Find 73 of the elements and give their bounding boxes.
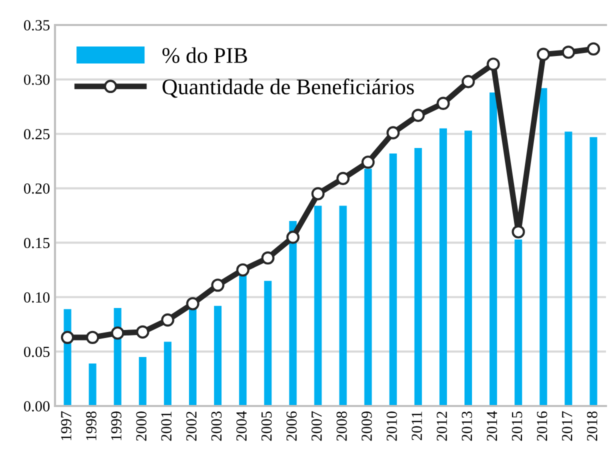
point — [261, 251, 274, 265]
y-tick-label: 0.10 — [24, 292, 50, 303]
bar — [214, 306, 222, 406]
bar — [264, 280, 272, 406]
x-tick-label: 1997 — [61, 411, 72, 440]
bar — [239, 274, 247, 406]
point — [562, 46, 576, 59]
legend-label: Quantidade de Beneficiários — [162, 78, 414, 98]
point — [161, 313, 174, 327]
bar — [414, 148, 422, 406]
legend-label: % do PIB — [162, 47, 248, 64]
y-tick-label: 0.35 — [24, 20, 50, 31]
point — [336, 172, 350, 186]
x-tick-label: 1999 — [111, 411, 122, 440]
point — [536, 48, 550, 61]
point — [60, 330, 74, 344]
bar — [88, 364, 96, 406]
x-tick-label: 2003 — [211, 411, 222, 441]
bar — [339, 206, 347, 406]
point — [361, 156, 375, 169]
point — [211, 278, 224, 292]
x-tick-label: 2000 — [136, 411, 146, 441]
x-tick-label: 2015 — [512, 411, 522, 441]
bar — [464, 130, 472, 406]
y-tick-label: 0.25 — [24, 129, 50, 140]
point — [111, 326, 124, 340]
bar — [289, 220, 297, 406]
point — [386, 126, 400, 140]
x-tick-label: 2017 — [562, 411, 572, 441]
x-tick-label: 2018 — [586, 411, 598, 441]
x-tick-label: 2011 — [412, 412, 422, 440]
x-tick-label: 2009 — [362, 411, 372, 441]
x-tick-label: 2001 — [161, 412, 172, 441]
x-tick-label: 2008 — [336, 411, 347, 441]
bar — [138, 357, 146, 406]
bar — [314, 206, 322, 406]
point — [311, 187, 325, 200]
y-tick-label: 0.30 — [24, 74, 50, 85]
point — [512, 225, 525, 238]
x-tick-label: 2014 — [486, 411, 498, 441]
point — [412, 108, 425, 122]
bar — [364, 168, 372, 406]
bar — [590, 137, 598, 406]
bar — [164, 342, 172, 406]
x-tick-label: 2007 — [311, 411, 322, 441]
x-tick-label: 2006 — [286, 411, 297, 441]
point — [186, 297, 200, 310]
point — [236, 263, 250, 277]
x-tick-label: 2010 — [386, 411, 397, 441]
x-tick-label: 2004 — [236, 411, 247, 441]
bar — [540, 88, 548, 406]
bar — [389, 153, 397, 406]
point — [586, 42, 600, 56]
bar — [439, 128, 447, 406]
x-tick-label: 2013 — [462, 411, 472, 441]
x-tick-label: 2012 — [436, 412, 448, 441]
point — [136, 325, 150, 339]
point — [462, 75, 475, 88]
x-tick-label: 2002 — [186, 412, 197, 441]
y-tick-label: 0.00 — [24, 401, 50, 412]
x-tick-label: 2005 — [261, 411, 272, 441]
bar — [514, 239, 522, 406]
point — [436, 96, 450, 110]
y-tick-label: 0.05 — [24, 346, 50, 358]
bar — [490, 92, 498, 406]
y-tick-label: 0.20 — [24, 183, 50, 194]
x-tick-label: 2016 — [536, 411, 548, 441]
point — [86, 330, 100, 344]
point — [286, 230, 300, 244]
y-tick-label: 0.15 — [24, 238, 50, 248]
point — [486, 58, 500, 71]
bar — [564, 132, 572, 406]
x-tick-label: 1998 — [86, 411, 96, 440]
